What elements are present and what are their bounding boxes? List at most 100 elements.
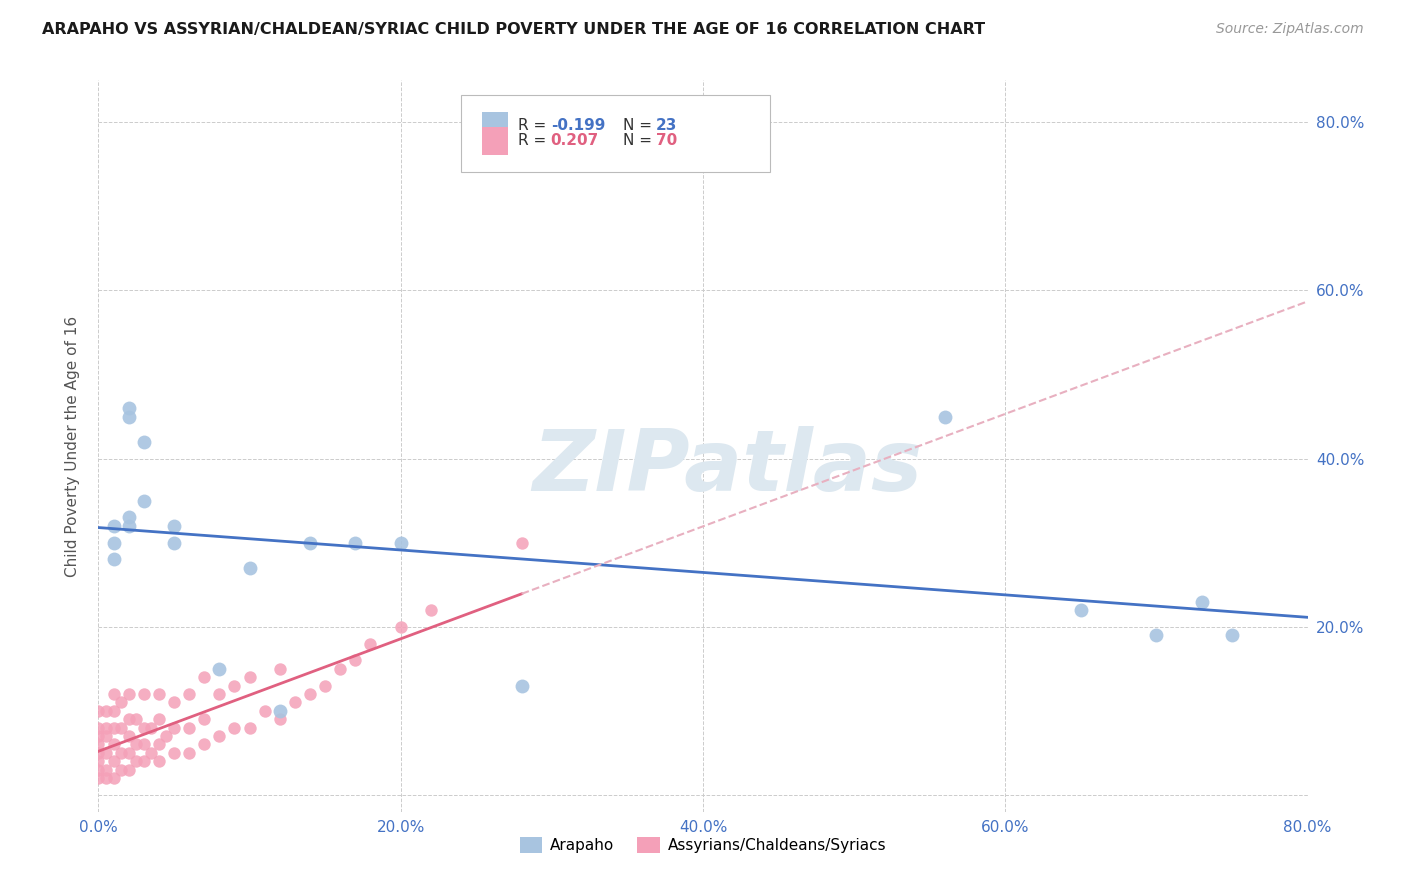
Point bbox=[94, 721, 117, 735]
Point bbox=[94, 763, 117, 777]
Point bbox=[299, 687, 322, 701]
Point bbox=[132, 434, 155, 449]
Point bbox=[163, 746, 186, 760]
Point bbox=[510, 535, 533, 549]
Point bbox=[103, 535, 125, 549]
Point bbox=[163, 535, 186, 549]
Point bbox=[132, 754, 155, 768]
Bar bbox=[482, 127, 509, 155]
Point bbox=[224, 721, 246, 735]
Point bbox=[163, 519, 186, 533]
Point bbox=[118, 687, 141, 701]
Point bbox=[87, 771, 110, 785]
Point bbox=[118, 519, 141, 533]
Text: 0.207: 0.207 bbox=[551, 134, 599, 148]
Point bbox=[132, 738, 155, 752]
Point bbox=[87, 738, 110, 752]
Point bbox=[193, 738, 215, 752]
Point bbox=[389, 535, 412, 549]
Point bbox=[148, 738, 170, 752]
Point bbox=[118, 729, 141, 743]
Point bbox=[103, 771, 125, 785]
Point bbox=[253, 704, 276, 718]
Point bbox=[208, 662, 231, 676]
Point bbox=[118, 401, 141, 416]
Point bbox=[125, 738, 148, 752]
Point bbox=[118, 510, 141, 524]
Point bbox=[103, 754, 125, 768]
Point bbox=[344, 535, 367, 549]
Point bbox=[148, 712, 170, 726]
Point bbox=[118, 409, 141, 424]
Point bbox=[110, 763, 132, 777]
Point bbox=[132, 493, 155, 508]
Y-axis label: Child Poverty Under the Age of 16: Child Poverty Under the Age of 16 bbox=[65, 316, 80, 576]
Point bbox=[125, 712, 148, 726]
Point bbox=[269, 712, 291, 726]
Text: -0.199: -0.199 bbox=[551, 118, 605, 133]
Point bbox=[132, 687, 155, 701]
Point bbox=[118, 712, 141, 726]
Point bbox=[103, 721, 125, 735]
Point bbox=[239, 670, 262, 684]
Point bbox=[1220, 628, 1243, 642]
Point bbox=[87, 729, 110, 743]
Point bbox=[179, 746, 201, 760]
Point bbox=[179, 721, 201, 735]
Text: ZIPatlas: ZIPatlas bbox=[531, 426, 922, 509]
Point bbox=[239, 721, 262, 735]
Text: N =: N = bbox=[623, 134, 657, 148]
Point bbox=[94, 704, 117, 718]
Point bbox=[94, 746, 117, 760]
Point bbox=[329, 662, 352, 676]
Point bbox=[1191, 594, 1213, 608]
Point bbox=[125, 754, 148, 768]
Point bbox=[141, 721, 163, 735]
Point bbox=[87, 746, 110, 760]
Text: ARAPAHO VS ASSYRIAN/CHALDEAN/SYRIAC CHILD POVERTY UNDER THE AGE OF 16 CORRELATIO: ARAPAHO VS ASSYRIAN/CHALDEAN/SYRIAC CHIL… bbox=[42, 22, 986, 37]
Text: N =: N = bbox=[623, 118, 657, 133]
Point bbox=[193, 670, 215, 684]
Point bbox=[1070, 603, 1092, 617]
Point bbox=[118, 763, 141, 777]
Point bbox=[103, 738, 125, 752]
Point bbox=[103, 519, 125, 533]
Point bbox=[314, 679, 336, 693]
Point bbox=[132, 721, 155, 735]
Point bbox=[103, 687, 125, 701]
Point bbox=[110, 721, 132, 735]
Point bbox=[269, 704, 291, 718]
Point bbox=[510, 679, 533, 693]
Text: 70: 70 bbox=[655, 134, 678, 148]
Point bbox=[299, 535, 322, 549]
Text: R =: R = bbox=[517, 118, 551, 133]
Point bbox=[284, 695, 307, 709]
Point bbox=[934, 409, 956, 424]
Text: R =: R = bbox=[517, 134, 551, 148]
Point bbox=[141, 746, 163, 760]
Point bbox=[269, 662, 291, 676]
Point bbox=[208, 729, 231, 743]
Point bbox=[110, 695, 132, 709]
Point bbox=[420, 603, 443, 617]
Point bbox=[224, 679, 246, 693]
Text: Source: ZipAtlas.com: Source: ZipAtlas.com bbox=[1216, 22, 1364, 37]
Point bbox=[87, 754, 110, 768]
Point bbox=[193, 712, 215, 726]
Point bbox=[103, 704, 125, 718]
Point bbox=[155, 729, 177, 743]
Point bbox=[179, 687, 201, 701]
Legend: Arapaho, Assyrians/Chaldeans/Syriacs: Arapaho, Assyrians/Chaldeans/Syriacs bbox=[513, 830, 893, 859]
Point bbox=[94, 771, 117, 785]
Point bbox=[110, 746, 132, 760]
Point bbox=[118, 746, 141, 760]
Bar bbox=[482, 112, 509, 139]
Point bbox=[389, 620, 412, 634]
Point bbox=[87, 721, 110, 735]
Point bbox=[208, 687, 231, 701]
Point bbox=[163, 721, 186, 735]
Point bbox=[148, 687, 170, 701]
Point bbox=[87, 763, 110, 777]
Text: 23: 23 bbox=[655, 118, 678, 133]
Point bbox=[344, 653, 367, 667]
